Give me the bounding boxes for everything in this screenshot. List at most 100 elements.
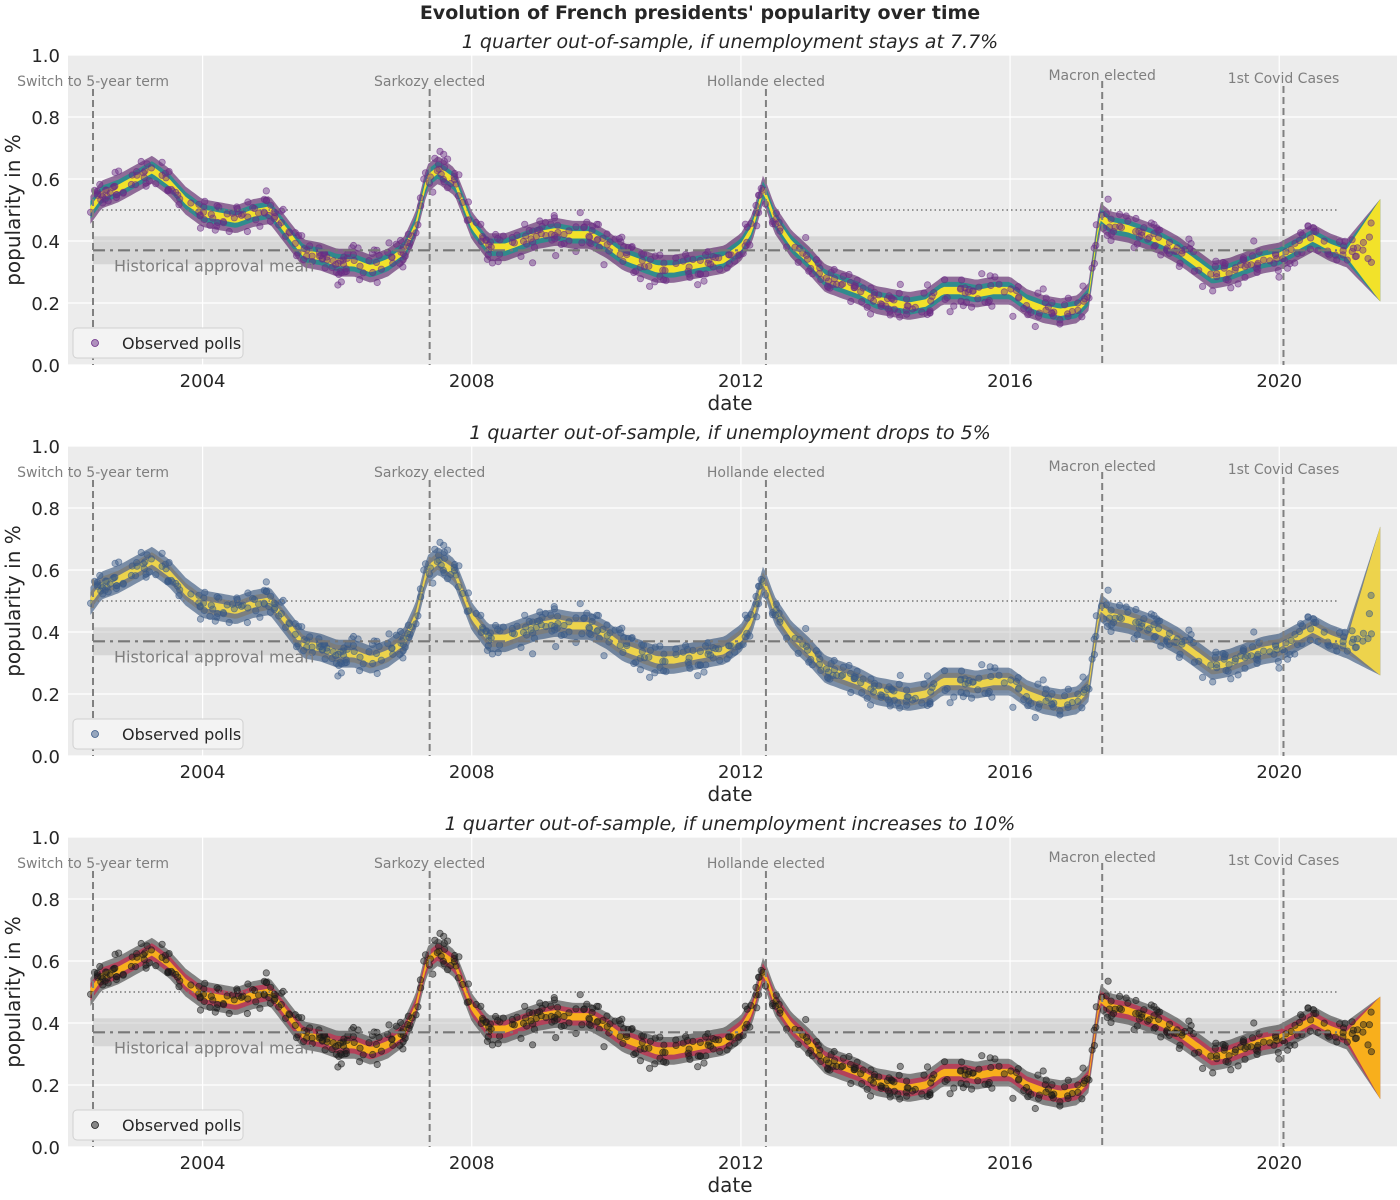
poll-point xyxy=(1064,310,1072,318)
poll-point xyxy=(962,298,971,306)
poll-point xyxy=(1150,621,1158,629)
poll-point xyxy=(335,1052,343,1061)
y-tick-label: 0.8 xyxy=(31,108,60,129)
poll-point xyxy=(437,170,445,178)
poll-point xyxy=(196,1006,205,1014)
poll-point xyxy=(839,663,848,671)
y-tick-label: 0.4 xyxy=(31,1014,60,1035)
poll-point xyxy=(225,618,233,627)
poll-point xyxy=(1107,997,1115,1005)
poll-point xyxy=(1365,1021,1374,1029)
poll-point xyxy=(112,975,121,984)
y-tick-label: 1.0 xyxy=(31,437,60,458)
poll-point xyxy=(533,617,542,626)
poll-point xyxy=(244,198,252,206)
poll-point xyxy=(336,648,345,656)
poll-point xyxy=(451,560,459,569)
poll-point xyxy=(908,305,917,313)
poll-point xyxy=(1298,231,1307,239)
poll-point xyxy=(588,613,597,621)
poll-point xyxy=(420,957,428,965)
poll-point xyxy=(1199,1064,1207,1073)
poll-point xyxy=(174,582,182,590)
poll-point xyxy=(165,558,173,567)
poll-point xyxy=(176,586,184,594)
poll-point xyxy=(941,295,949,303)
poll-point xyxy=(1175,1044,1183,1053)
poll-point xyxy=(487,634,495,642)
poll-point xyxy=(1227,284,1235,292)
poll-point xyxy=(988,1084,996,1092)
poll-point xyxy=(706,651,715,659)
poll-point xyxy=(187,981,195,989)
poll-point xyxy=(417,202,425,210)
poll-point xyxy=(1092,241,1100,249)
poll-point xyxy=(812,1038,821,1046)
poll-point xyxy=(493,625,502,634)
poll-point xyxy=(1079,673,1087,681)
poll-point xyxy=(303,1034,311,1042)
poll-point xyxy=(1320,1019,1328,1027)
poll-point xyxy=(260,991,269,999)
poll-point xyxy=(455,171,463,179)
poll-point xyxy=(639,1032,648,1040)
poll-point xyxy=(484,1033,492,1041)
poll-point xyxy=(600,1043,608,1051)
poll-point xyxy=(974,295,982,303)
legend-box xyxy=(72,718,244,750)
poll-point xyxy=(877,300,885,308)
poll-point xyxy=(1078,313,1086,321)
poll-point xyxy=(941,1077,949,1086)
y-tick-label: 0.2 xyxy=(31,1076,60,1097)
poll-point xyxy=(321,1046,329,1054)
poll-point xyxy=(1190,1049,1199,1057)
poll-point xyxy=(308,252,316,260)
poll-point xyxy=(975,674,983,682)
poll-point xyxy=(1015,293,1023,301)
poll-point xyxy=(1365,610,1374,618)
poll-point xyxy=(530,243,539,251)
poll-point xyxy=(421,560,430,568)
poll-point xyxy=(651,278,659,286)
poll-point xyxy=(859,675,867,683)
poll-point xyxy=(1151,1023,1159,1032)
poll-point xyxy=(965,285,973,294)
poll-point xyxy=(1280,647,1289,655)
poll-point xyxy=(373,669,381,678)
poll-point xyxy=(372,1040,380,1049)
poll-point xyxy=(1022,301,1031,310)
poll-point xyxy=(365,257,373,265)
poll-point xyxy=(1031,322,1039,331)
poll-point xyxy=(377,656,385,664)
poll-point xyxy=(600,261,608,269)
poll-point xyxy=(196,224,205,232)
poll-point xyxy=(594,626,602,634)
poll-point xyxy=(950,302,958,310)
poll-point xyxy=(672,650,680,659)
poll-point xyxy=(1012,286,1021,295)
x-tick-label: 2012 xyxy=(718,371,764,392)
poll-point xyxy=(1124,999,1132,1007)
poll-point xyxy=(521,611,529,619)
poll-point xyxy=(215,203,223,211)
poll-point xyxy=(619,648,627,657)
poll-point xyxy=(866,1092,875,1100)
poll-point xyxy=(542,622,550,631)
poll-point xyxy=(683,645,692,654)
poll-point xyxy=(920,1071,928,1079)
poll-point xyxy=(385,239,393,247)
poll-point xyxy=(661,266,669,275)
legend: Observed polls xyxy=(72,1109,244,1141)
poll-point xyxy=(1359,246,1367,254)
poll-point xyxy=(440,178,448,186)
poll-point xyxy=(1156,1008,1164,1016)
poll-point xyxy=(1239,254,1248,262)
poll-point xyxy=(565,1009,573,1017)
event-label: Sarkozy elected xyxy=(374,465,485,481)
historical-mean-label: Historical approval mean xyxy=(114,647,314,666)
poll-point xyxy=(532,623,540,632)
x-tick-label: 2016 xyxy=(987,371,1033,392)
poll-point xyxy=(660,259,668,267)
poll-point xyxy=(337,669,345,677)
poll-point xyxy=(493,1016,502,1025)
